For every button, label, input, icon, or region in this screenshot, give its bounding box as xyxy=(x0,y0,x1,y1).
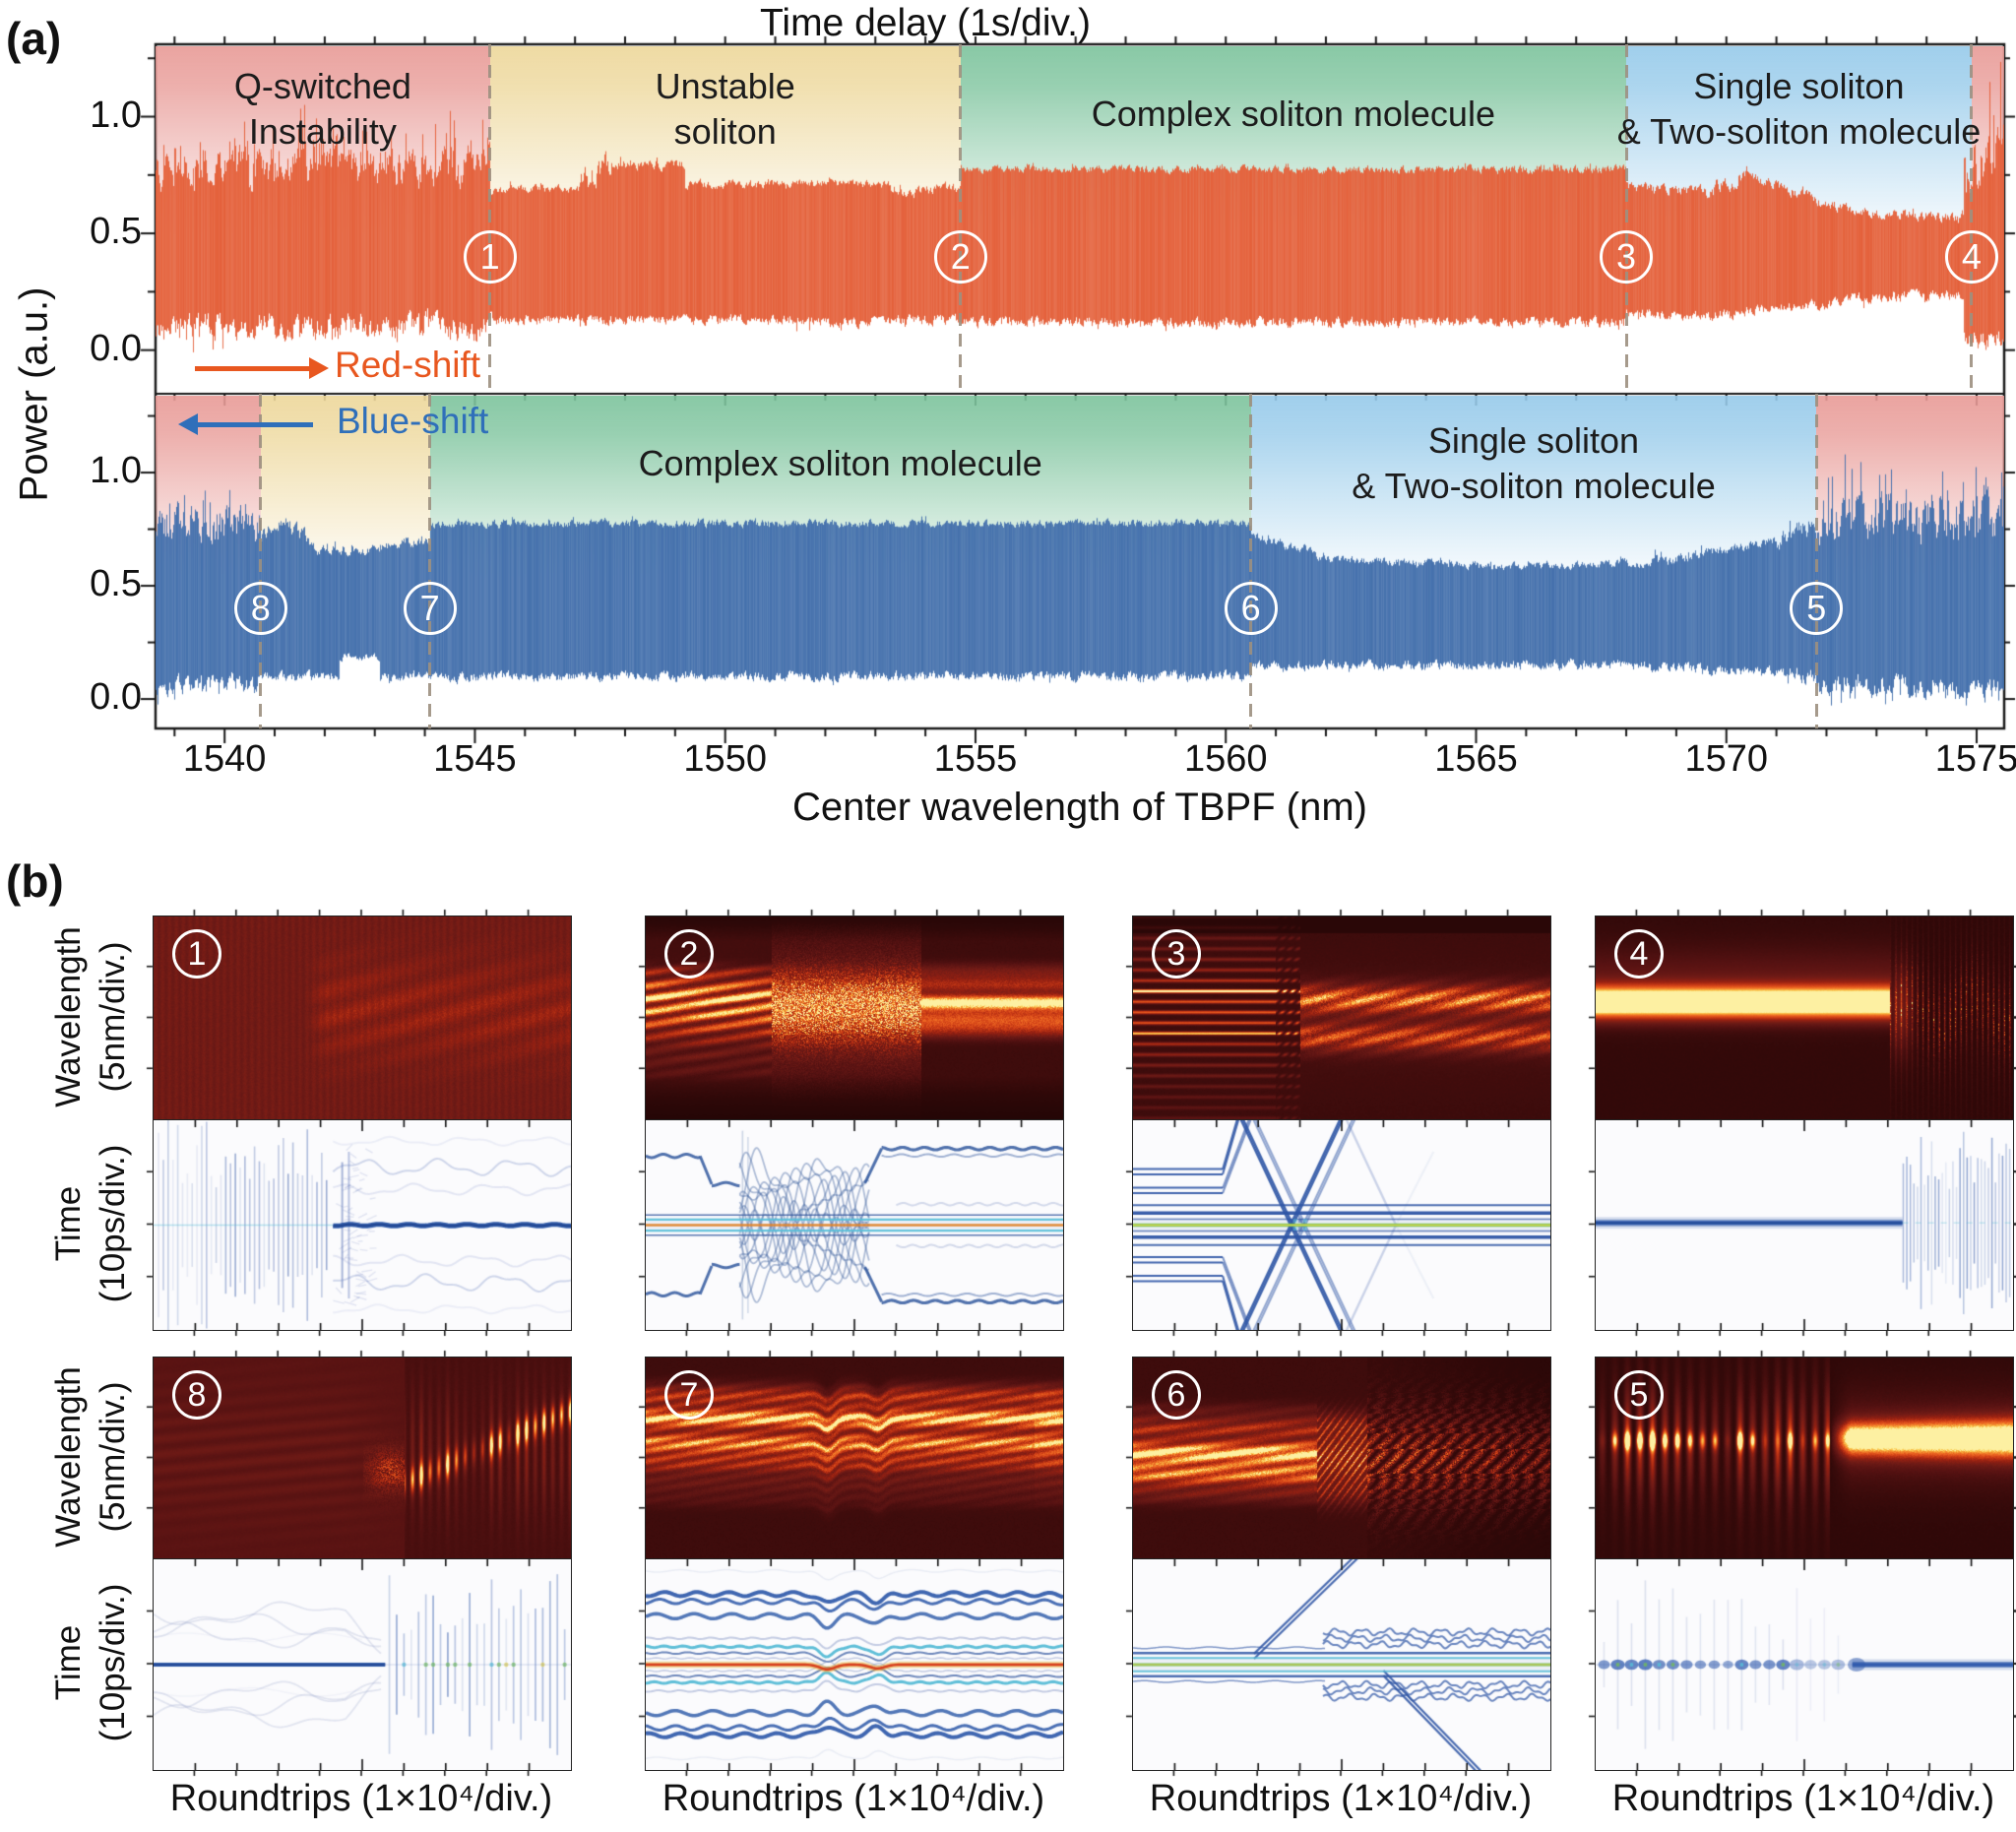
x-tick-label: 1565 xyxy=(1434,738,1518,780)
roundtrips-label: Roundtrips (1×10⁴/div.) xyxy=(1611,1778,1995,1819)
y-tick-label-bottom: 0.0 xyxy=(90,676,142,719)
phase-marker-circle-8: 8 xyxy=(172,1370,221,1420)
roundtrips-label: Roundtrips (1×10⁴/div.) xyxy=(169,1778,553,1819)
blue-shift-arrow-head xyxy=(178,413,198,435)
blue-shift-arrow-line xyxy=(197,422,313,427)
red-shift-label: Red-shift xyxy=(335,345,481,385)
panel-b-label: (b) xyxy=(6,855,64,907)
temporal-evolution-panel-7-canvas xyxy=(645,1558,1064,1771)
spectral-evolution-panel-1-canvas xyxy=(153,916,572,1120)
spectral-evolution-panel-5-canvas xyxy=(1595,1357,2014,1559)
spectral-evolution-panel-4-canvas xyxy=(1595,916,2014,1120)
spectral-evolution-panel-2-canvas xyxy=(645,916,1064,1120)
spectral-evolution-panel-6-canvas xyxy=(1132,1357,1551,1559)
x-tick-label: 1555 xyxy=(933,738,1018,780)
phase-marker-circle-7: 7 xyxy=(664,1370,714,1420)
temporal-evolution-panel-3-canvas xyxy=(1132,1119,1551,1331)
time-axis-label-bottom: Time (10ps/div.) xyxy=(49,1583,132,1742)
x-tick-label: 1575 xyxy=(1934,738,2016,780)
roundtrips-label: Roundtrips (1×10⁴/div.) xyxy=(662,1778,1045,1819)
x-tick-label: 1545 xyxy=(433,738,517,780)
temporal-evolution-panel-6-canvas xyxy=(1132,1558,1551,1771)
phase-marker-circle-6: 6 xyxy=(1152,1370,1201,1420)
spectral-evolution-panel-7-canvas xyxy=(645,1357,1064,1559)
panel-a-x-axis-label: Center wavelength of TBPF (nm) xyxy=(792,786,1367,829)
temporal-evolution-panel-2-canvas xyxy=(645,1119,1064,1331)
phase-marker-circle-3: 3 xyxy=(1152,929,1201,979)
panel-a-title: Time delay (1s/div.) xyxy=(760,2,1091,44)
y-tick-label-top: 1.0 xyxy=(90,94,142,136)
spectral-evolution-panel-3-canvas xyxy=(1132,916,1551,1120)
red-shift-arrow-line xyxy=(195,366,311,371)
panel-a-label: (a) xyxy=(6,13,62,64)
phase-marker-circle-4: 4 xyxy=(1614,929,1664,979)
x-tick-label: 1550 xyxy=(683,738,767,780)
panel-a-y-axis-label: Power (a.u.) xyxy=(12,286,56,502)
y-tick-label-top: 0.5 xyxy=(90,211,142,253)
blue-shift-label: Blue-shift xyxy=(337,401,489,441)
y-tick-label-bottom: 1.0 xyxy=(90,450,142,492)
roundtrips-label: Roundtrips (1×10⁴/div.) xyxy=(1149,1778,1533,1819)
red-shift-arrow-head xyxy=(309,357,329,379)
x-tick-label: 1570 xyxy=(1684,738,1769,780)
y-tick-label-bottom: 0.5 xyxy=(90,563,142,605)
phase-marker-circle-5: 5 xyxy=(1614,1370,1664,1420)
x-tick-label: 1560 xyxy=(1183,738,1268,780)
y-tick-label-top: 0.0 xyxy=(90,327,142,369)
phase-marker-circle-2: 2 xyxy=(664,929,714,979)
temporal-evolution-panel-1-canvas xyxy=(153,1119,572,1331)
spectral-evolution-panel-8-canvas xyxy=(153,1357,572,1559)
temporal-evolution-panel-4-canvas xyxy=(1595,1119,2014,1331)
temporal-evolution-panel-5-canvas xyxy=(1595,1558,2014,1771)
x-tick-label: 1540 xyxy=(182,738,267,780)
temporal-evolution-panel-8-canvas xyxy=(153,1558,572,1771)
phase-marker-circle-1: 1 xyxy=(172,929,221,979)
